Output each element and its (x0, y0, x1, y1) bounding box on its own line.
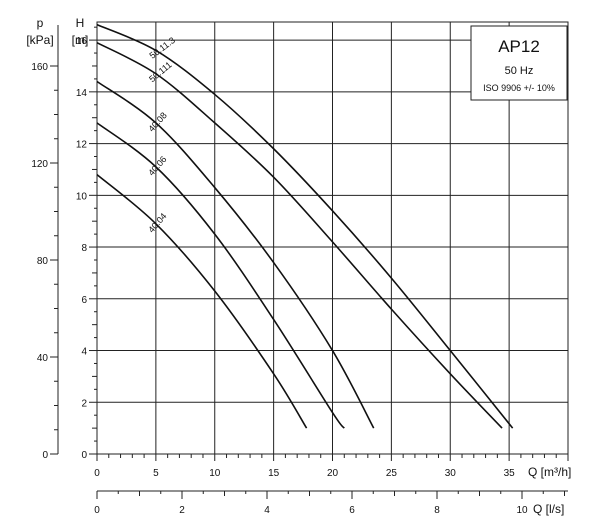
tolerance-label: ISO 9906 +/- 10% (483, 83, 555, 93)
flow-m3h-tick-label: 15 (268, 468, 280, 479)
pressure-tick-label: 0 (42, 450, 48, 461)
flow-m3h-tick-label: 10 (209, 468, 221, 479)
chart-title: AP12 (498, 37, 540, 56)
curve-50-111 (96, 41, 503, 429)
head-tick-label: 16 (76, 36, 88, 47)
flow-m3h-tick-label: 25 (386, 468, 398, 479)
flow-m3h-tick-label: 5 (153, 468, 159, 479)
pressure-tick-label: 40 (37, 353, 49, 364)
curve-label: 40.08 (146, 110, 169, 133)
curve-40-08 (96, 80, 375, 429)
head-tick-label: 2 (81, 398, 87, 409)
curve-40-06 (96, 122, 345, 429)
flow-ls-axis-label: Q [l/s] (533, 502, 564, 516)
info-box: AP12 50 Hz ISO 9906 +/- 10% (470, 25, 568, 101)
flow-ls-tick-label: 4 (264, 505, 270, 516)
head-axis-symbol: H (76, 16, 85, 30)
curves (96, 23, 514, 429)
pressure-axis-symbol: p (37, 16, 44, 30)
flow-m3h-tick-label: 30 (445, 468, 457, 479)
flow-ls-tick-label: 2 (179, 505, 185, 516)
frequency-label: 50 Hz (505, 65, 534, 77)
flow-ls-tick-label: 0 (94, 505, 100, 516)
pressure-tick-label: 160 (31, 62, 48, 73)
head-tick-label: 10 (76, 191, 88, 202)
curve-label: 40.06 (146, 154, 168, 178)
curve-label: 50.111 (147, 60, 174, 84)
flow-ls-tick-label: 8 (434, 505, 440, 516)
head-tick-label: 12 (76, 140, 88, 151)
pressure-tick-label: 80 (37, 256, 49, 267)
head-tick-label: 14 (76, 88, 88, 99)
head-tick-label: 6 (81, 295, 87, 306)
pressure-tick-label: 120 (31, 159, 48, 170)
head-tick-label: 8 (81, 243, 87, 254)
curve-50-11-3 (96, 23, 514, 429)
flow-m3h-tick-label: 0 (94, 468, 100, 479)
flow-m3h-tick-label: 20 (327, 468, 339, 479)
pressure-axis-unit: [kPa] (26, 33, 53, 47)
head-tick-label: 4 (81, 347, 87, 358)
flow-m3h-tick-label: 35 (504, 468, 516, 479)
head-axis-unit: [m] (72, 33, 89, 47)
info-box-frame (470, 25, 568, 101)
flow-ls-tick-label: 10 (516, 505, 528, 516)
head-tick-label: 0 (81, 450, 87, 461)
curve-40-04 (96, 174, 308, 429)
flow-ls-tick-label: 6 (349, 505, 355, 516)
curve-label: 40.04 (146, 211, 168, 235)
flow-m3h-axis-label: Q [m³/h] (528, 465, 571, 479)
